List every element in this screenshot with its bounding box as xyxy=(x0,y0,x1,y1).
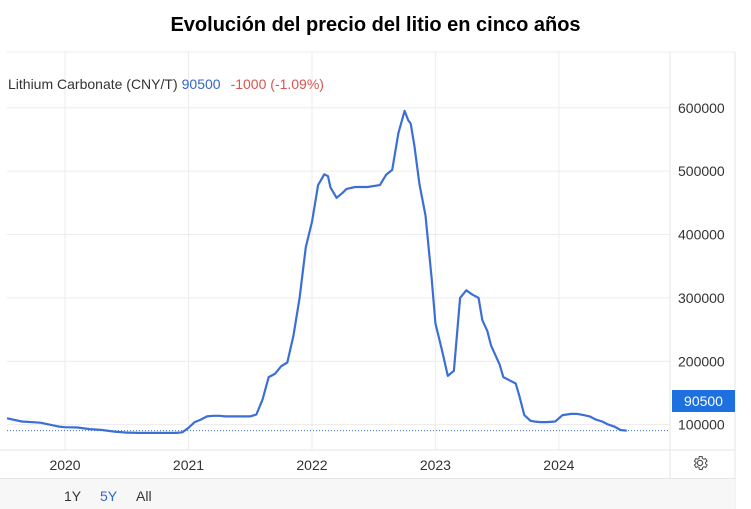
x-tick-label: 2021 xyxy=(173,457,204,473)
last-price-tag: 90500 xyxy=(672,390,735,412)
range-selector-bar: 1Y 5Y All xyxy=(0,478,735,509)
series-line xyxy=(6,109,627,434)
y-tick-label: 200000 xyxy=(678,353,725,369)
y-tick-label: 400000 xyxy=(678,227,725,243)
y-tick-label: 100000 xyxy=(678,417,725,433)
y-tick-label: 300000 xyxy=(678,290,725,306)
range-1y-button[interactable]: 1Y xyxy=(64,488,82,504)
gear-icon[interactable] xyxy=(691,454,709,477)
price-change: -1000 (-1.09%) xyxy=(230,76,324,92)
current-price: 90500 xyxy=(181,76,221,92)
range-all-button[interactable]: All xyxy=(136,488,152,504)
x-tick-label: 2020 xyxy=(49,457,80,473)
x-tick-label: 2024 xyxy=(543,457,574,473)
range-5y-button[interactable]: 5Y xyxy=(100,488,118,504)
page-title: Evolución del precio del litio en cinco … xyxy=(170,14,581,36)
y-tick-label: 500000 xyxy=(678,163,725,179)
x-tick-label: 2022 xyxy=(296,457,327,473)
quote-line: Lithium Carbonate (CNY/T) 90500 -1000 (-1.… xyxy=(8,76,324,92)
y-tick-label: 600000 xyxy=(678,100,725,116)
x-tick-label: 2023 xyxy=(420,457,451,473)
instrument-label: Lithium Carbonate (CNY/T) xyxy=(8,76,178,92)
